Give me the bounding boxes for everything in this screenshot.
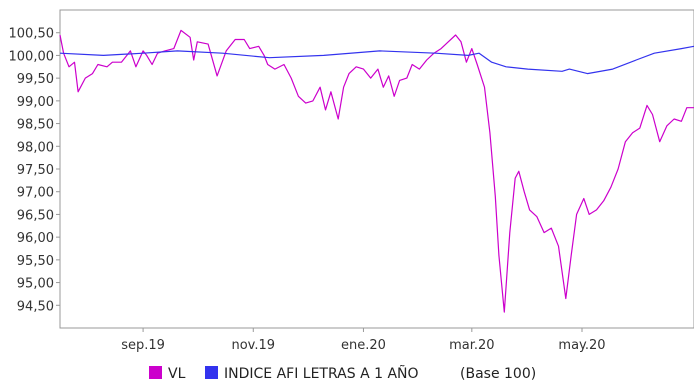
y-tick-label: 98,00 [17,140,54,155]
series-line-indice-afi-letras-a-1-a-o [59,45,694,75]
y-tick-label: 97,00 [17,186,54,201]
legend-swatch-indice [205,366,218,379]
y-tick-label: 99,00 [17,95,54,110]
x-tick-label: ene.20 [341,338,386,353]
y-axis: 94,50 95,00 95,50 96,00 96,50 97,00 97,50 98,00… [9,27,60,314]
y-tick-label: 100,00 [9,49,55,64]
y-tick-label: 94,50 [17,299,54,314]
legend-base-note: (Base 100) [460,366,536,382]
x-tick-label: mar.20 [449,338,494,353]
x-tick-label: sep.19 [121,338,165,353]
legend-label-indice: INDICE AFI LETRAS A 1 AÑO [224,365,419,382]
series-line-vl [59,29,694,313]
y-tick-label: 100,50 [9,27,55,42]
legend-label-vl: VL [168,366,186,382]
y-tick-label: 98,50 [17,118,54,133]
plot-area [59,9,694,329]
legend-swatch-vl [149,366,162,379]
x-tick-label: may.20 [558,338,605,353]
legend: VL INDICE AFI LETRAS A 1 AÑO (Base 100) [149,365,536,382]
y-tick-label: 95,50 [17,254,54,269]
y-tick-label: 96,00 [17,231,54,246]
y-tick-label: 97,50 [17,163,54,178]
series-lines [59,29,694,313]
y-tick-label: 99,50 [17,72,54,87]
y-tick-label: 96,50 [17,208,54,223]
x-axis: sep.19 nov.19 ene.20 mar.20 may.20 [121,328,606,353]
y-tick-label: 95,00 [17,277,54,292]
x-tick-label: nov.19 [231,338,275,353]
